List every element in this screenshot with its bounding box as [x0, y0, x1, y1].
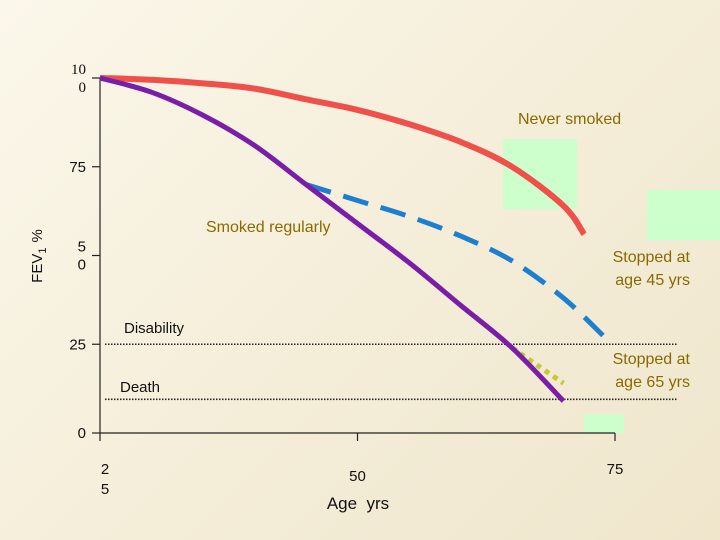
y-tick-label: 25: [69, 336, 86, 353]
y-tick-label: 0: [78, 425, 86, 442]
label-disability: Disability: [124, 320, 185, 337]
series-line-stopped-at-age-45-yrs: [305, 182, 607, 339]
series-line-stopped-at-age-65-yrs: [510, 345, 565, 386]
highlight-box: [647, 190, 720, 240]
x-tick-label: 75: [607, 461, 624, 478]
x-tick-label: 5: [101, 481, 109, 498]
y-tick-label: 10: [71, 62, 86, 78]
label-stopped-65-line1: Stopped at: [613, 351, 691, 368]
y-tick-label: 0: [78, 257, 86, 274]
label-death: Death: [120, 379, 160, 396]
label-stopped-45-line2: age 45 yrs: [615, 272, 690, 289]
x-tick-label: 2: [101, 461, 109, 478]
svg-text:FEV1%: FEV1%: [29, 229, 49, 283]
label-stopped-45-line1: Stopped at: [613, 249, 691, 266]
y-tick-label: 75: [69, 159, 86, 176]
label-never-smoked: Never smoked: [518, 111, 621, 128]
y-axis-title-sub: 1: [37, 248, 49, 254]
y-axis-title: FEV1%: [29, 229, 49, 283]
highlight-box: [503, 139, 577, 209]
label-smoked-regularly: Smoked regularly: [206, 219, 331, 236]
y-tick-label: 0: [79, 80, 87, 96]
y-axis-title-main: FEV: [29, 254, 46, 283]
x-tick-label: 50: [349, 468, 366, 485]
y-axis-title-unit: %: [29, 229, 46, 242]
series-line-smoked-regularly: [99, 75, 566, 403]
series-line-never-smoked: [99, 75, 587, 236]
label-stopped-65-line2: age 65 yrs: [615, 374, 690, 391]
highlight-box: [584, 414, 624, 433]
x-axis-title: Age yrs: [327, 494, 389, 513]
y-tick-label: 5: [78, 239, 86, 256]
